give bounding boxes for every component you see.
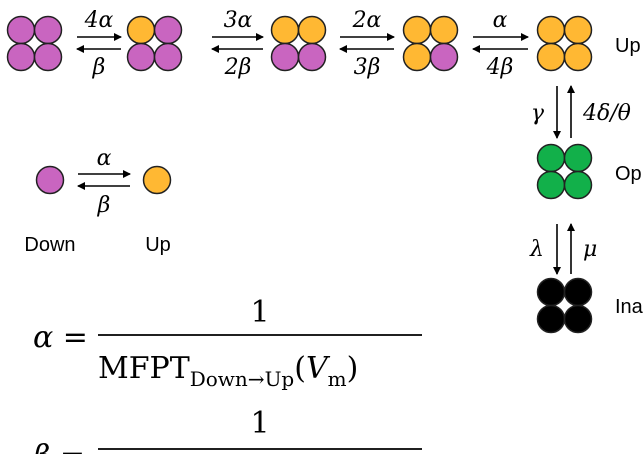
equation-alpha: α = 1 MFPTDown→Up(Vm) [33,295,422,391]
subunit-down [35,44,62,71]
state-cluster-3-up [404,17,458,71]
state-cluster-0-up [8,17,62,71]
state-cluster-open [538,145,592,199]
state-cluster-inactive [538,279,592,333]
single-label-up: Up [145,234,171,256]
subunit-open [538,145,565,172]
rate-label-open-to-up: 4δ/θ [582,101,631,126]
equation-beta-numerator: 1 [250,406,269,441]
arrow-pair-open-inactive [557,224,571,274]
arrow-pair-2 [212,37,263,49]
subunit-up [565,44,592,71]
subunit-inactive [538,306,565,333]
equation-alpha-den-var-sub: m [328,367,347,391]
rate-label-single-forward: α [97,146,112,171]
rate-label-open-to-inactive: λ [529,237,544,262]
subunit-down [128,44,155,71]
arrow-pair-4 [473,37,528,49]
subunit-up [272,17,299,44]
single-label-down: Down [24,234,75,256]
equation-beta: β = 1 [32,406,422,454]
single-subunit-up [144,167,171,194]
equation-alpha-numerator: 1 [250,295,269,330]
subunit-down [8,44,35,71]
state-cluster-2-up [272,17,326,71]
subunit-open [538,172,565,199]
subunit-up [538,17,565,44]
subunit-open [565,145,592,172]
subunit-down [272,44,299,71]
rate-label-inactive-to-open: μ [583,237,597,262]
state-cluster-4-up [538,17,592,71]
subunit-down [155,17,182,44]
rate-label-r2-forward: 3α [224,8,253,33]
subunit-up [404,44,431,71]
subunit-down [8,17,35,44]
rate-label-single-back: β [97,193,111,218]
subunit-up [431,17,458,44]
state-label-up: Up [615,35,641,57]
subunit-down [155,44,182,71]
rate-label-r3-back: 3β [354,55,381,80]
equation-alpha-lhs: α = [33,320,88,355]
equation-alpha-den-close: ) [347,351,359,386]
subunit-inactive [538,279,565,306]
rate-label-r4-back: 4β [486,55,514,80]
subunit-up [565,17,592,44]
rate-label-r4-forward: α [493,8,508,33]
arrow-pair-1 [77,37,121,49]
subunit-up [299,17,326,44]
subunit-down [299,44,326,71]
equation-alpha-den-main: MFPT [98,351,190,386]
subunit-up [404,17,431,44]
subunit-inactive [565,306,592,333]
equation-beta-lhs: β = [32,439,85,454]
rate-label-r3-forward: 2α [352,8,382,33]
equation-alpha-den-sub: Down→Up [190,367,295,391]
subunit-down [35,17,62,44]
arrow-pair-single [78,174,130,186]
rate-label-up-to-open: γ [531,101,545,126]
single-subunit-down [37,167,64,194]
subunit-open [565,172,592,199]
subunit-inactive [565,279,592,306]
arrow-pair-3 [340,37,394,49]
equation-alpha-denominator: MFPTDown→Up(Vm) [98,351,358,391]
rate-label-r1-back: β [92,55,106,80]
subunit-down [431,44,458,71]
subunit-up [128,17,155,44]
equation-alpha-den-open: ( [294,351,306,386]
state-label-inactive: Ina [615,296,643,318]
state-cluster-1-up [128,17,182,71]
rate-label-r2-back: 2β [224,55,252,80]
state-label-open: Op [615,163,642,185]
rate-label-r1-forward: 4α [84,8,114,33]
arrow-pair-up-open [557,86,571,138]
subunit-up [538,44,565,71]
